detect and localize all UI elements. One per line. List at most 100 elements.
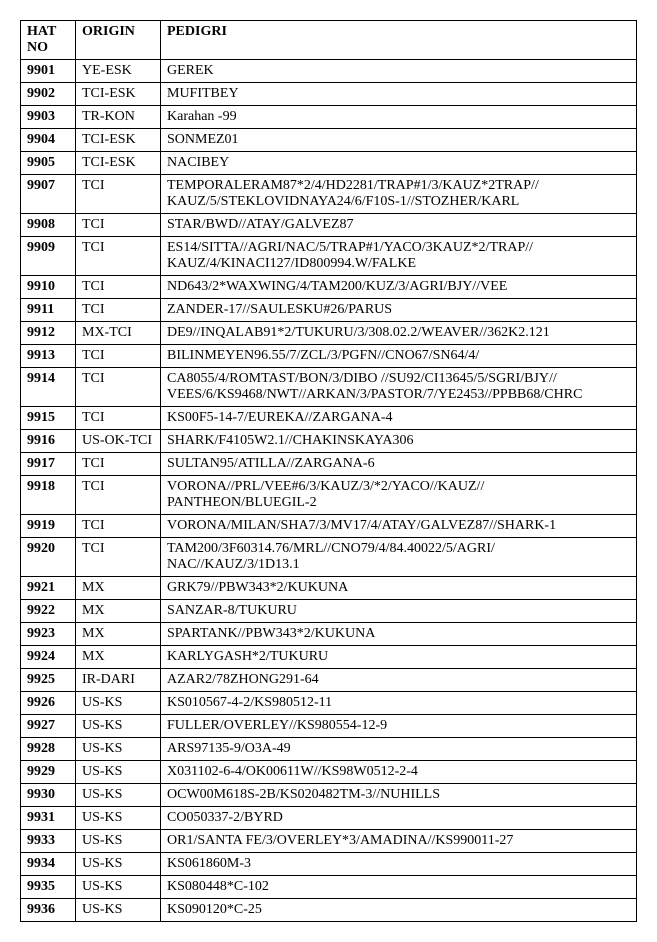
cell-hat-no: 9920 [21, 538, 76, 577]
table-row: 9923MXSPARTANK//PBW343*2/KUKUNA [21, 623, 637, 646]
cell-pedigri: KS061860M-3 [161, 853, 637, 876]
table-row: 9916US-OK-TCISHARK/F4105W2.1//CHAKINSKAY… [21, 430, 637, 453]
cell-hat-no: 9917 [21, 453, 76, 476]
table-row: 9910TCIND643/2*WAXWING/4/TAM200/KUZ/3/AG… [21, 276, 637, 299]
cell-origin: US-KS [76, 853, 161, 876]
cell-pedigri: VORONA//PRL/VEE#6/3/KAUZ/3/*2/YACO//KAUZ… [161, 476, 637, 515]
cell-pedigri: ARS97135-9/O3A-49 [161, 738, 637, 761]
table-row: 9917TCISULTAN95/ATILLA//ZARGANA-6 [21, 453, 637, 476]
cell-origin: TCI [76, 299, 161, 322]
table-row: 9924MXKARLYGASH*2/TUKURU [21, 646, 637, 669]
cell-hat-no: 9919 [21, 515, 76, 538]
cell-pedigri: CA8055/4/ROMTAST/BON/3/DIBO //SU92/CI136… [161, 368, 637, 407]
cell-pedigri: ND643/2*WAXWING/4/TAM200/KUZ/3/AGRI/BJY/… [161, 276, 637, 299]
table-row: 9909TCIES14/SITTA//AGRI/NAC/5/TRAP#1/YAC… [21, 237, 637, 276]
cell-hat-no: 9911 [21, 299, 76, 322]
cell-hat-no: 9913 [21, 345, 76, 368]
table-row: 9919TCIVORONA/MILAN/SHA7/3/MV17/4/ATAY/G… [21, 515, 637, 538]
table-row: 9913TCIBILINMEYEN96.55/7/ZCL/3/PGFN//CNO… [21, 345, 637, 368]
cell-pedigri: AZAR2/78ZHONG291-64 [161, 669, 637, 692]
cell-hat-no: 9930 [21, 784, 76, 807]
table-row: 9926US-KSKS010567-4-2/KS980512-11 [21, 692, 637, 715]
table-body: 9901YE-ESKGEREK9902TCI-ESKMUFITBEY9903TR… [21, 60, 637, 922]
cell-pedigri: ZANDER-17//SAULESKU#26/PARUS [161, 299, 637, 322]
cell-origin: MX-TCI [76, 322, 161, 345]
table-row: 9904TCI-ESKSONMEZ01 [21, 129, 637, 152]
table-row: 9915TCIKS00F5-14-7/EUREKA//ZARGANA-4 [21, 407, 637, 430]
cell-pedigri: MUFITBEY [161, 83, 637, 106]
table-row: 9928US-KSARS97135-9/O3A-49 [21, 738, 637, 761]
cell-hat-no: 9921 [21, 577, 76, 600]
cell-hat-no: 9904 [21, 129, 76, 152]
table-row: 9903TR-KONKarahan -99 [21, 106, 637, 129]
cell-hat-no: 9925 [21, 669, 76, 692]
cell-pedigri: OCW00M618S-2B/KS020482TM-3//NUHILLS [161, 784, 637, 807]
cell-pedigri: TEMPORALERAM87*2/4/HD2281/TRAP#1/3/KAUZ*… [161, 175, 637, 214]
header-origin: ORIGIN [76, 21, 161, 60]
cell-pedigri: GRK79//PBW343*2/KUKUNA [161, 577, 637, 600]
cell-origin: US-KS [76, 876, 161, 899]
cell-hat-no: 9924 [21, 646, 76, 669]
cell-origin: TCI [76, 515, 161, 538]
cell-pedigri: SPARTANK//PBW343*2/KUKUNA [161, 623, 637, 646]
cell-hat-no: 9915 [21, 407, 76, 430]
cell-pedigri: SANZAR-8/TUKURU [161, 600, 637, 623]
table-row: 9935US-KSKS080448*C-102 [21, 876, 637, 899]
cell-hat-no: 9903 [21, 106, 76, 129]
cell-pedigri: CO050337-2/BYRD [161, 807, 637, 830]
table-header: HAT NO ORIGIN PEDIGRI [21, 21, 637, 60]
cell-pedigri: STAR/BWD//ATAY/GALVEZ87 [161, 214, 637, 237]
cell-hat-no: 9922 [21, 600, 76, 623]
cell-origin: TCI [76, 175, 161, 214]
table-row: 9914TCICA8055/4/ROMTAST/BON/3/DIBO //SU9… [21, 368, 637, 407]
table-row: 9905TCI-ESKNACIBEY [21, 152, 637, 175]
cell-pedigri: X031102-6-4/OK00611W//KS98W0512-2-4 [161, 761, 637, 784]
table-row: 9929US-KSX031102-6-4/OK00611W//KS98W0512… [21, 761, 637, 784]
header-pedigri: PEDIGRI [161, 21, 637, 60]
cell-origin: MX [76, 646, 161, 669]
cell-origin: TCI [76, 476, 161, 515]
table-row: 9933US-KSOR1/SANTA FE/3/OVERLEY*3/AMADIN… [21, 830, 637, 853]
cell-origin: TR-KON [76, 106, 161, 129]
cell-pedigri: KS010567-4-2/KS980512-11 [161, 692, 637, 715]
cell-origin: TCI-ESK [76, 152, 161, 175]
table-row: 9920TCITAM200/3F60314.76/MRL//CNO79/4/84… [21, 538, 637, 577]
table-row: 9927US-KSFULLER/OVERLEY//KS980554-12-9 [21, 715, 637, 738]
cell-origin: MX [76, 623, 161, 646]
cell-origin: TCI [76, 368, 161, 407]
cell-pedigri: VORONA/MILAN/SHA7/3/MV17/4/ATAY/GALVEZ87… [161, 515, 637, 538]
cell-pedigri: KS090120*C-25 [161, 899, 637, 922]
cell-pedigri: NACIBEY [161, 152, 637, 175]
cell-hat-no: 9902 [21, 83, 76, 106]
cell-origin: TCI [76, 237, 161, 276]
table-row: 9931US-KSCO050337-2/BYRD [21, 807, 637, 830]
cell-origin: US-KS [76, 807, 161, 830]
cell-origin: MX [76, 600, 161, 623]
cell-hat-no: 9910 [21, 276, 76, 299]
table-row: 9902TCI-ESKMUFITBEY [21, 83, 637, 106]
cell-origin: TCI [76, 214, 161, 237]
cell-hat-no: 9935 [21, 876, 76, 899]
cell-pedigri: Karahan -99 [161, 106, 637, 129]
cell-origin: TCI [76, 276, 161, 299]
cell-pedigri: BILINMEYEN96.55/7/ZCL/3/PGFN//CNO67/SN64… [161, 345, 637, 368]
cell-pedigri: SONMEZ01 [161, 129, 637, 152]
cell-pedigri: KS080448*C-102 [161, 876, 637, 899]
cell-pedigri: FULLER/OVERLEY//KS980554-12-9 [161, 715, 637, 738]
cell-hat-no: 9912 [21, 322, 76, 345]
cell-pedigri: OR1/SANTA FE/3/OVERLEY*3/AMADINA//KS9900… [161, 830, 637, 853]
table-row: 9934US-KSKS061860M-3 [21, 853, 637, 876]
cell-hat-no: 9927 [21, 715, 76, 738]
cell-origin: YE-ESK [76, 60, 161, 83]
cell-origin: US-OK-TCI [76, 430, 161, 453]
cell-pedigri: TAM200/3F60314.76/MRL//CNO79/4/84.40022/… [161, 538, 637, 577]
table-row: 9922MXSANZAR-8/TUKURU [21, 600, 637, 623]
cell-origin: TCI [76, 538, 161, 577]
page-container: HAT NO ORIGIN PEDIGRI 9901YE-ESKGEREK990… [20, 20, 637, 922]
cell-origin: IR-DARI [76, 669, 161, 692]
cell-origin: TCI-ESK [76, 83, 161, 106]
table-row: 9936US-KSKS090120*C-25 [21, 899, 637, 922]
cell-origin: TCI [76, 407, 161, 430]
cell-origin: US-KS [76, 715, 161, 738]
cell-origin: US-KS [76, 899, 161, 922]
